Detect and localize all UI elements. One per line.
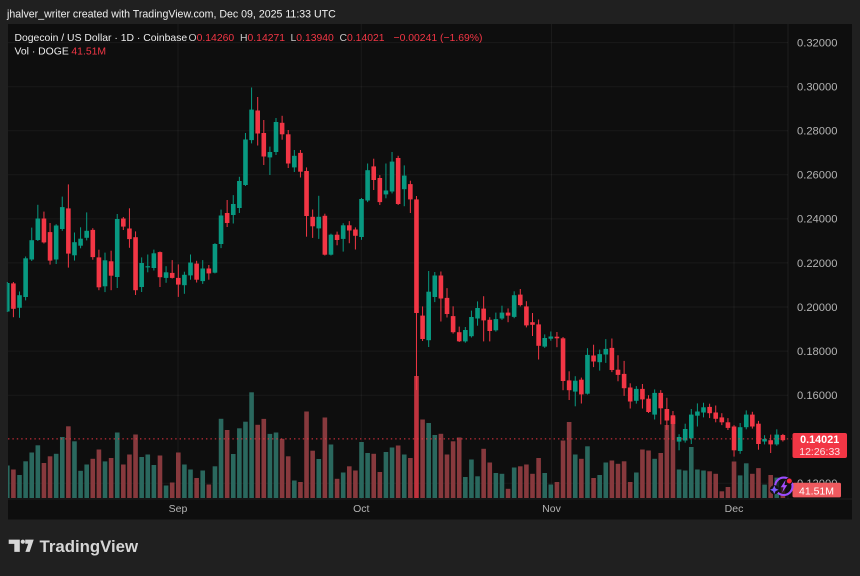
svg-text:TradingView: TradingView bbox=[40, 537, 139, 556]
svg-text:0.20000: 0.20000 bbox=[797, 302, 837, 314]
svg-text:0.18000: 0.18000 bbox=[797, 346, 837, 358]
svg-text:Sep: Sep bbox=[169, 503, 188, 515]
svg-text:0.14021: 0.14021 bbox=[800, 434, 839, 446]
svg-text:Dec: Dec bbox=[725, 503, 744, 515]
svg-text:0.28000: 0.28000 bbox=[797, 126, 837, 138]
svg-text:12:26:33: 12:26:33 bbox=[799, 446, 840, 458]
svg-text:Oct: Oct bbox=[353, 503, 369, 515]
svg-text:0.22000: 0.22000 bbox=[797, 258, 837, 270]
svg-text:Nov: Nov bbox=[542, 503, 561, 515]
svg-text:Dogecoin / US Dollar · 1D · Co: Dogecoin / US Dollar · 1D · CoinbaseO0.1… bbox=[15, 33, 483, 44]
svg-text:0.32000: 0.32000 bbox=[797, 37, 837, 49]
svg-text:0.16000: 0.16000 bbox=[797, 390, 837, 402]
svg-text:41.51M: 41.51M bbox=[799, 485, 834, 497]
svg-text:0.30000: 0.30000 bbox=[797, 82, 837, 94]
svg-text:jhalver_writer created with Tr: jhalver_writer created with TradingView.… bbox=[6, 9, 336, 21]
svg-text:0.26000: 0.26000 bbox=[797, 170, 837, 182]
svg-text:0.24000: 0.24000 bbox=[797, 214, 837, 226]
